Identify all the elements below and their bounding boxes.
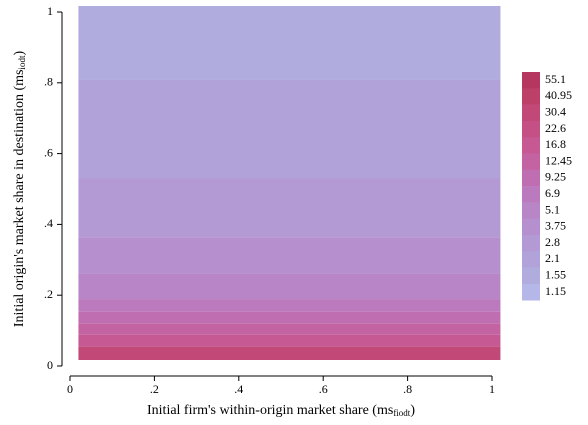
y-tick-label: .2: [44, 287, 53, 301]
legend-swatch: [522, 251, 540, 268]
x-tick-label: .4: [234, 382, 243, 396]
legend-label: 1.55: [545, 268, 566, 282]
contour-band: [78, 346, 501, 360]
x-axis-label: Initial firm's within-origin market shar…: [147, 403, 415, 418]
contour-band: [78, 311, 501, 324]
legend-swatch: [522, 283, 540, 301]
legend-label: 2.1: [545, 251, 560, 265]
y-axis-label: Initial origin's market share in destina…: [12, 51, 27, 328]
legend-swatch: [522, 235, 540, 252]
y-tick-label: .8: [44, 75, 53, 89]
legend-swatch: [522, 72, 540, 89]
legend-label: 1.15: [545, 284, 566, 298]
contour-band: [78, 334, 501, 347]
contour-band: [78, 5, 501, 80]
y-label-text: Initial origin's market share in destina…: [12, 70, 27, 328]
legend-label: 2.8: [545, 235, 560, 249]
legend-swatch: [522, 120, 540, 138]
legend-swatch: [522, 186, 540, 203]
x-tick-label: 1: [489, 382, 495, 396]
y-tick-label: .4: [44, 216, 53, 230]
legend-swatch: [522, 104, 540, 122]
x-tick-label: .2: [150, 382, 159, 396]
contour-band: [78, 299, 501, 312]
legend-swatch: [522, 137, 540, 154]
contour-band: [78, 79, 501, 179]
legend-label: 12.45: [545, 153, 572, 167]
y-tick-label: 0: [47, 358, 53, 372]
y-label-end: ): [12, 51, 27, 56]
contour-band: [78, 323, 501, 335]
legend-label: 9.25: [545, 170, 566, 184]
x-label-text: Initial firm's within-origin market shar…: [147, 403, 393, 418]
legend-label: 5.1: [545, 202, 560, 216]
x-tick-label: .6: [319, 382, 328, 396]
contour-band: [78, 178, 501, 238]
legend-swatch: [522, 153, 540, 171]
legend-swatch: [522, 218, 540, 236]
legend-label: 55.1: [545, 72, 566, 86]
legend-swatch: [522, 267, 540, 285]
legend-swatch: [522, 169, 540, 187]
contour-band: [78, 273, 501, 300]
contour-band: [78, 237, 501, 274]
legend-swatch: [522, 202, 540, 219]
legend-label: 30.4: [545, 105, 566, 119]
x-tick-label: 0: [67, 382, 73, 396]
y-label-sub: iodt: [17, 55, 27, 70]
legend-label: 3.75: [545, 219, 566, 233]
y-tick-label: .6: [44, 145, 53, 159]
legend-label: 16.8: [545, 137, 566, 151]
legend-swatch: [522, 88, 540, 105]
legend-label: 22.6: [545, 121, 566, 135]
legend-label: 6.9: [545, 186, 560, 200]
y-tick-label: 1: [47, 4, 53, 18]
legend-label: 40.95: [545, 88, 572, 102]
x-tick-label: .8: [403, 382, 412, 396]
x-label-end: ): [410, 403, 415, 418]
x-label-sub: fiodt: [393, 408, 410, 418]
